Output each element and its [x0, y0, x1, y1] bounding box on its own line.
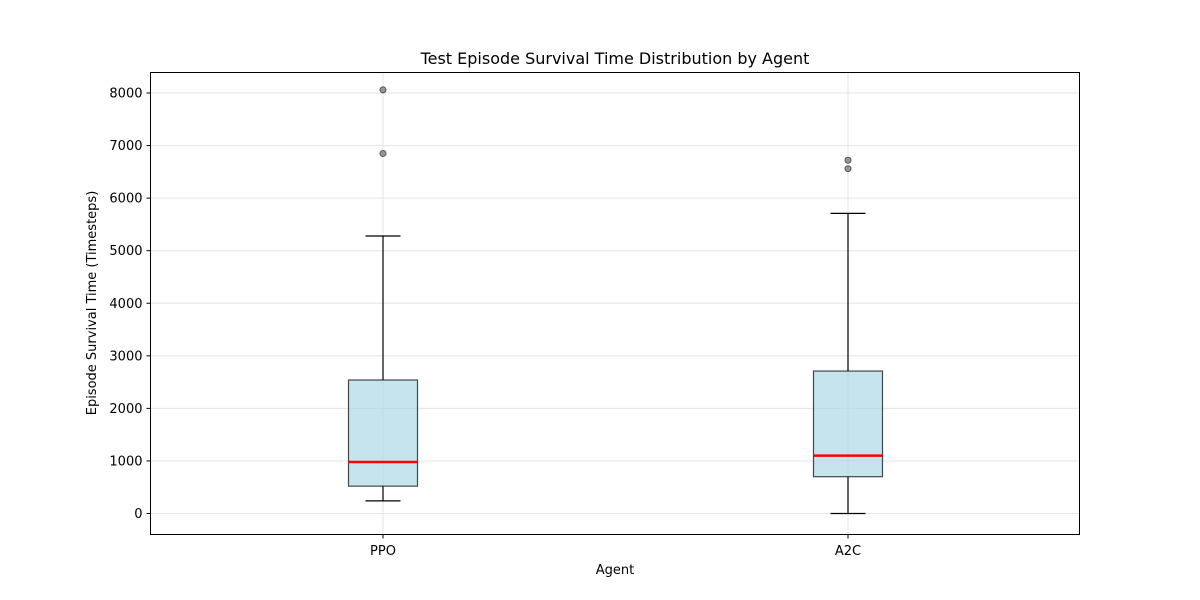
y-axis: 0 1000 2000 3000 4000 5000 6000 7000 8000 — [109, 87, 151, 522]
x-axis-label: Agent — [596, 563, 634, 578]
y-tick-label: 6000 — [109, 192, 142, 207]
y-tick-label: 5000 — [109, 244, 142, 259]
y-tick-label: 3000 — [109, 349, 142, 364]
y-axis-label: Episode Survival Time (Timesteps) — [85, 191, 100, 416]
y-tick-label: 7000 — [109, 139, 142, 154]
y-tick-label: 2000 — [109, 402, 142, 417]
outlier-point — [844, 165, 852, 173]
iqr-box — [812, 370, 884, 478]
outlier-point — [379, 86, 387, 94]
y-tick-label: 1000 — [109, 454, 142, 469]
grid-layer — [150, 72, 1080, 535]
box-group-ppo — [347, 86, 419, 502]
y-tick-label: 4000 — [109, 297, 142, 312]
y-tick-label: 8000 — [109, 87, 142, 102]
box-group-a2c — [812, 156, 884, 515]
marks-layer — [347, 86, 884, 515]
x-tick-label: PPO — [370, 544, 396, 559]
x-tick-label: A2C — [835, 544, 861, 559]
x-axis: PPO A2C — [370, 534, 861, 559]
chart-title: Test Episode Survival Time Distribution … — [420, 49, 810, 68]
outlier-point — [844, 156, 852, 164]
iqr-box — [347, 379, 419, 487]
y-tick-label: 0 — [134, 507, 142, 522]
outlier-point — [379, 149, 387, 157]
